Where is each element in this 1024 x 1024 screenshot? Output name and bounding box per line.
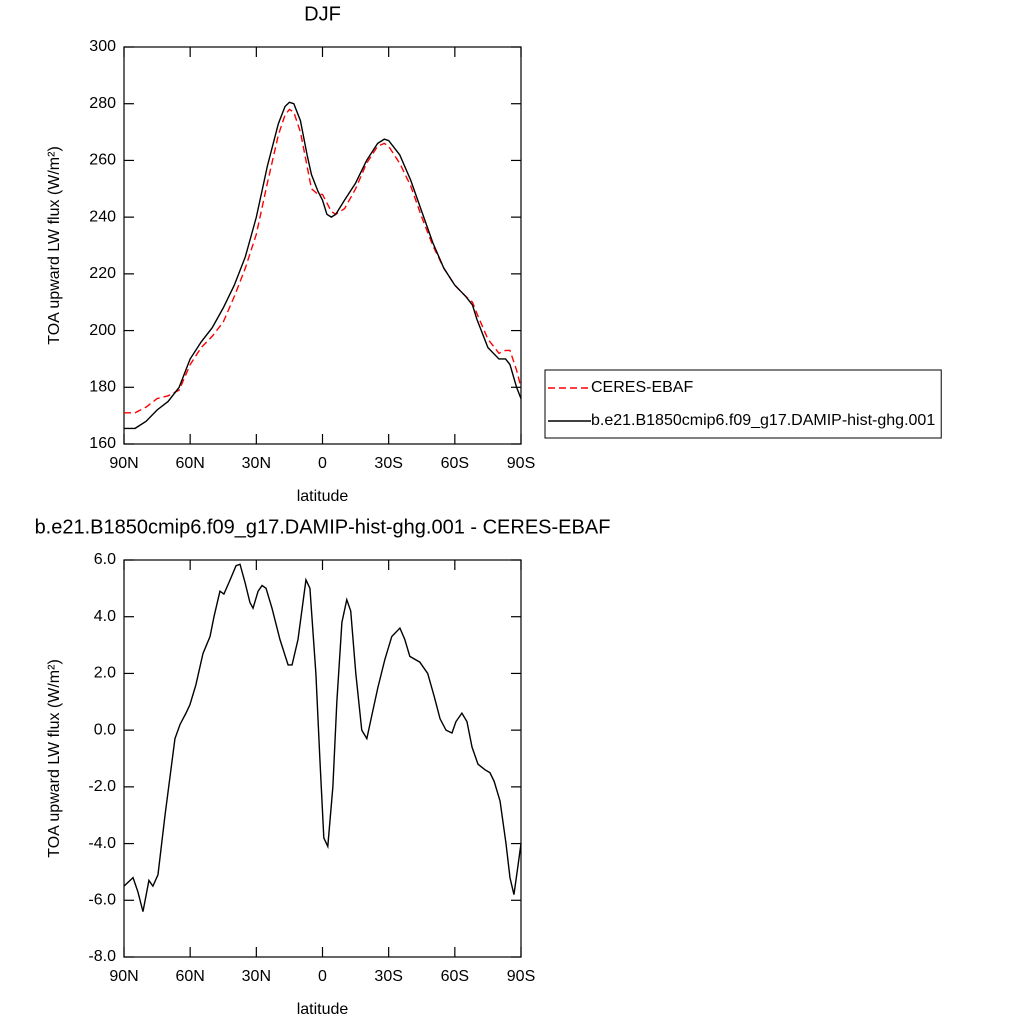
y-tick-label: 300 bbox=[89, 38, 116, 55]
y-tick-label: 6.0 bbox=[94, 551, 116, 568]
y-tick-label: 200 bbox=[89, 322, 116, 339]
data-line bbox=[123, 563, 522, 912]
y-tick-label: 260 bbox=[89, 152, 116, 169]
plot-frame bbox=[123, 46, 522, 445]
x-tick-label: 60S bbox=[441, 968, 469, 985]
x-axis-label: latitude bbox=[297, 488, 349, 505]
x-axis-label: latitude bbox=[297, 1001, 349, 1018]
legend-label: b.e21.B1850cmip6.f09_g17.DAMIP-hist-ghg.… bbox=[591, 412, 935, 429]
y-tick-label: -8.0 bbox=[88, 948, 116, 965]
legend-label: CERES-EBAF bbox=[591, 379, 693, 396]
chart-title: b.e21.B1850cmip6.f09_g17.DAMIP-hist-ghg.… bbox=[35, 516, 611, 538]
y-axis-label: TOA upward LW flux (W/m²) bbox=[46, 146, 63, 345]
chart-title: DJF bbox=[304, 3, 341, 25]
y-tick-label: -4.0 bbox=[88, 835, 116, 852]
y-axis-label: TOA upward LW flux (W/m²) bbox=[46, 659, 63, 858]
y-tick-label: 4.0 bbox=[94, 608, 116, 625]
x-tick-label: 30N bbox=[242, 455, 271, 472]
x-tick-label: 0 bbox=[318, 968, 327, 985]
y-tick-label: -2.0 bbox=[88, 778, 116, 795]
x-tick-label: 90N bbox=[109, 968, 138, 985]
y-tick-label: 2.0 bbox=[94, 665, 116, 682]
legend: CERES-EBAF b.e21.B1850cmip6.f09_g17.DAMIP… bbox=[544, 369, 942, 439]
x-tick-label: 90S bbox=[507, 455, 535, 472]
x-tick-label: 30S bbox=[374, 968, 402, 985]
y-tick-label: -6.0 bbox=[88, 892, 116, 909]
y-tick-label: 220 bbox=[89, 265, 116, 282]
x-tick-label: 60N bbox=[175, 455, 204, 472]
y-tick-label: 280 bbox=[89, 95, 116, 112]
data-line bbox=[124, 101, 522, 430]
x-tick-label: 90S bbox=[507, 968, 535, 985]
x-tick-label: 30S bbox=[374, 455, 402, 472]
y-tick-label: 160 bbox=[89, 435, 116, 452]
x-tick-label: 60N bbox=[175, 968, 204, 985]
x-tick-label: 90N bbox=[109, 455, 138, 472]
x-tick-label: 30N bbox=[242, 968, 271, 985]
legend-box bbox=[544, 369, 942, 439]
data-line bbox=[124, 108, 522, 414]
plot-frame bbox=[123, 559, 522, 958]
y-tick-label: 0.0 bbox=[94, 721, 116, 738]
y-tick-label: 240 bbox=[89, 208, 116, 225]
x-tick-label: 60S bbox=[441, 455, 469, 472]
y-tick-label: 180 bbox=[89, 379, 116, 396]
x-tick-label: 0 bbox=[318, 455, 327, 472]
